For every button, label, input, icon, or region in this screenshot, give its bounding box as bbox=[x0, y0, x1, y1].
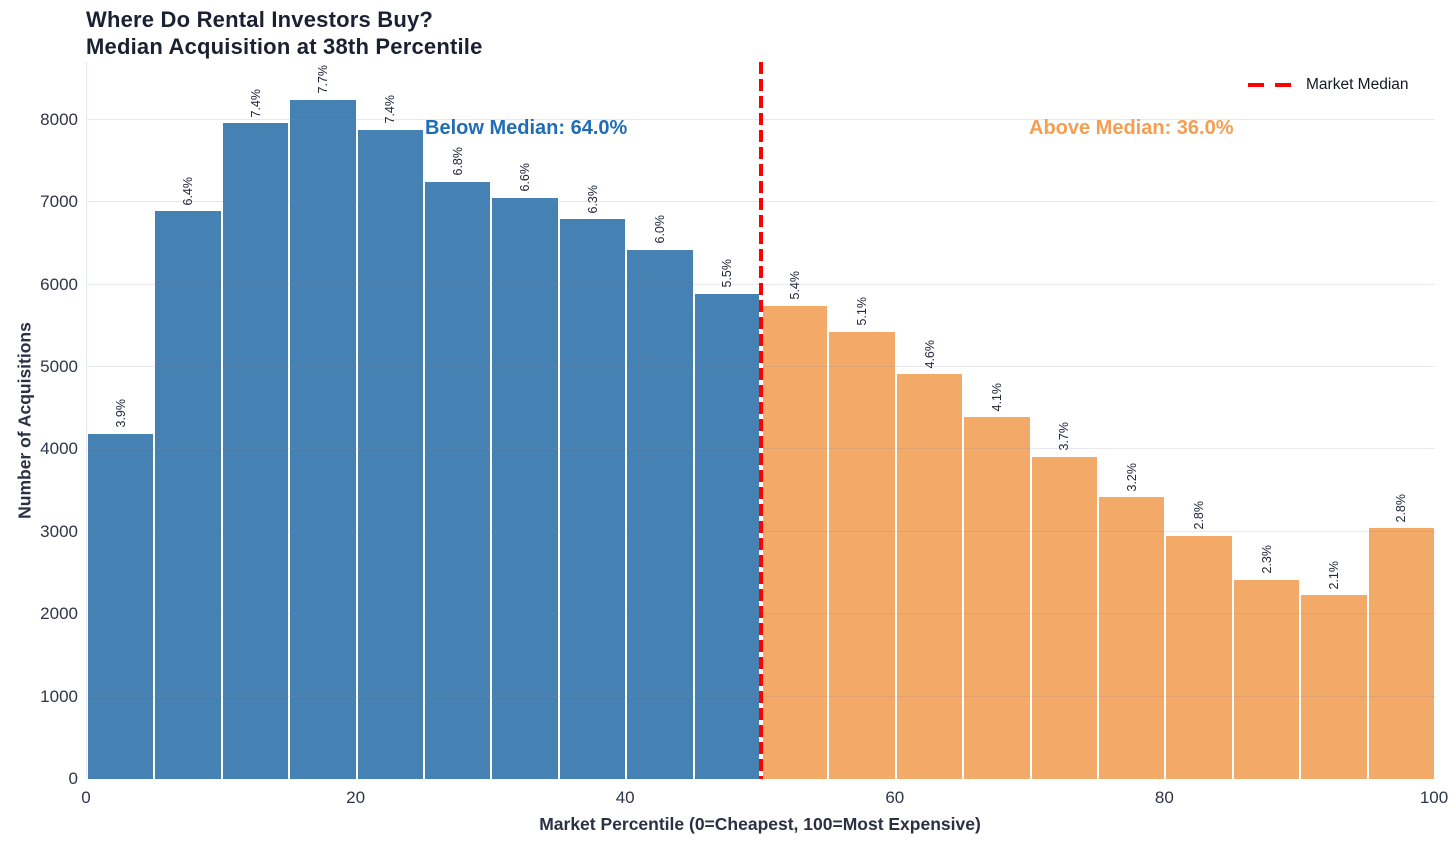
y-axis-label: Number of Acquisitions bbox=[14, 322, 35, 519]
bar-percent-label: 5.1% bbox=[855, 297, 870, 326]
bar-bin-40-45 bbox=[626, 249, 694, 779]
legend: Market Median bbox=[1248, 76, 1409, 94]
x-tick-60: 60 bbox=[885, 788, 905, 807]
bar-bin-65-70 bbox=[963, 417, 1031, 779]
bar-bin-60-65 bbox=[895, 374, 964, 779]
bar-percent-label: 6.6% bbox=[518, 163, 533, 192]
bar-bin-85-90 bbox=[1232, 579, 1301, 779]
y-tick-3000: 3000 bbox=[40, 521, 78, 541]
bar-percent-label: 4.1% bbox=[989, 382, 1004, 412]
bar-bin-95-100 bbox=[1367, 528, 1435, 779]
bar-bin-30-35 bbox=[491, 197, 559, 779]
bar-bin-90-95 bbox=[1300, 595, 1368, 779]
bar-percent-label: 3.2% bbox=[1124, 462, 1139, 492]
y-tick-0: 0 bbox=[68, 769, 78, 788]
y-tick-6000: 6000 bbox=[40, 274, 78, 294]
bar-percent-label: 5.4% bbox=[787, 271, 802, 300]
bar-percent-label: 7.7% bbox=[315, 65, 330, 94]
bar-bin-80-85 bbox=[1165, 535, 1233, 779]
above-median-annotation: Above Median: 36.0% bbox=[1029, 117, 1234, 139]
bar-percent-label: 3.9% bbox=[113, 399, 128, 428]
bar-bin-20-25 bbox=[356, 129, 424, 779]
bar-percent-label: 6.8% bbox=[450, 147, 465, 176]
bar-bin-75-80 bbox=[1098, 497, 1166, 779]
title-line-2: Median Acquisition at 38th Percentile bbox=[86, 34, 483, 59]
bar-percent-label: 6.3% bbox=[585, 184, 600, 214]
below-median-annotation: Below Median: 64.0% bbox=[425, 117, 628, 139]
bar-percent-label: 3.7% bbox=[1057, 422, 1072, 451]
bar-percent-label: 2.1% bbox=[1326, 560, 1341, 590]
bar-bin-55-60 bbox=[828, 331, 896, 779]
x-tick-0: 0 bbox=[81, 788, 91, 807]
median-dashed-line-icon bbox=[1248, 83, 1292, 87]
bar-bin-15-20 bbox=[289, 99, 357, 779]
y-tick-4000: 4000 bbox=[40, 439, 78, 459]
y-tick-1000: 1000 bbox=[40, 686, 78, 706]
bar-bin-45-50 bbox=[693, 293, 761, 779]
bar-percent-label: 4.6% bbox=[922, 339, 937, 369]
bar-bin-0-5 bbox=[87, 433, 155, 779]
x-axis-label: Market Percentile (0=Cheapest, 100=Most … bbox=[539, 814, 981, 834]
legend-label: Market Median bbox=[1306, 76, 1409, 93]
bar-bin-25-30 bbox=[424, 181, 492, 779]
y-tick-8000: 8000 bbox=[40, 109, 78, 129]
bar-percent-label: 2.8% bbox=[1192, 501, 1207, 530]
plot-area: 3.9% 6.4% 7.4% 7.7% 7.4% 6.8% 6.6% 6.3% 6.0% 5.5%… bbox=[86, 62, 1435, 779]
y-tick-5000: 5000 bbox=[40, 356, 78, 376]
y-tick-2000: 2000 bbox=[40, 604, 78, 624]
x-tick-80: 80 bbox=[1154, 788, 1174, 807]
y-tick-7000: 7000 bbox=[40, 192, 78, 212]
x-tick-20: 20 bbox=[346, 788, 366, 807]
market-median-line bbox=[759, 62, 763, 779]
bar-bin-10-15 bbox=[221, 123, 290, 779]
bar-percent-label: 7.4% bbox=[248, 88, 263, 118]
bar-bin-5-10 bbox=[154, 211, 222, 779]
chart-title: Where Do Rental Investors Buy? Median Ac… bbox=[86, 6, 483, 60]
bar-bin-70-75 bbox=[1030, 456, 1098, 779]
bar-percent-label: 2.8% bbox=[1394, 493, 1409, 523]
bar-bin-35-40 bbox=[558, 219, 627, 779]
x-tick-100: 100 bbox=[1419, 788, 1449, 807]
bar-percent-label: 6.0% bbox=[652, 215, 667, 244]
x-tick-40: 40 bbox=[615, 788, 635, 807]
title-line-1: Where Do Rental Investors Buy? bbox=[86, 7, 434, 32]
bar-percent-label: 2.3% bbox=[1259, 545, 1274, 574]
bar-bin-50-55 bbox=[761, 305, 829, 779]
